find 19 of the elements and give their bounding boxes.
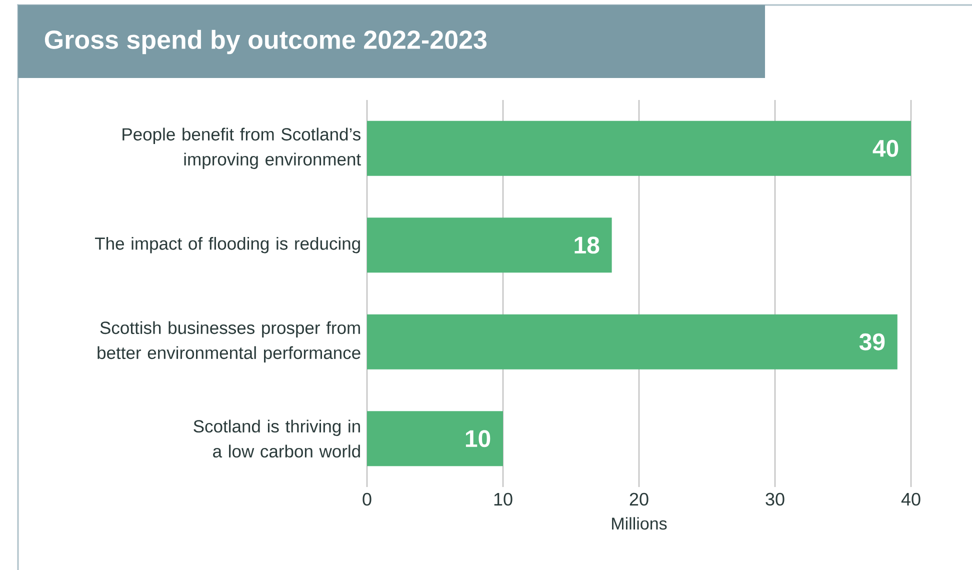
bar xyxy=(367,120,912,176)
x-tick-label: 10 xyxy=(494,492,512,506)
data-label: 39 xyxy=(859,333,885,350)
x-axis-title: Millions xyxy=(612,517,667,530)
x-tick-label: 40 xyxy=(901,492,920,506)
y-tick-label: People benefit from Scotland’s improving environment xyxy=(122,128,361,170)
x-tick-label: 20 xyxy=(630,492,648,506)
data-label: 40 xyxy=(872,140,898,157)
x-tick-label: 0 xyxy=(362,492,372,506)
bar xyxy=(367,411,503,466)
y-tick-label: Scotland is thriving in a low carbon world xyxy=(194,420,360,458)
data-label: 10 xyxy=(466,430,490,448)
chart-title: Gross spend by outcome 2022-2023 xyxy=(44,30,487,54)
y-tick-label: Scottish businesses prosper from better environmental performance xyxy=(98,321,360,363)
y-tick-label: The impact of flooding is reducing xyxy=(95,236,360,254)
data-label: 18 xyxy=(574,236,600,254)
x-tick-label: 30 xyxy=(766,492,784,506)
bar xyxy=(367,218,612,273)
bar xyxy=(367,314,898,370)
